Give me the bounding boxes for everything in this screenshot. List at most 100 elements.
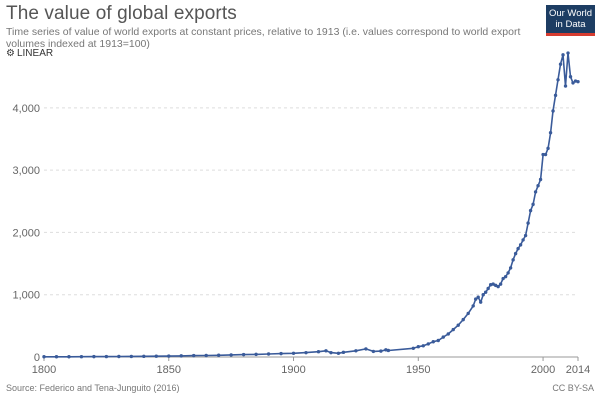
data-point[interactable]: [456, 323, 460, 327]
data-point[interactable]: [568, 74, 573, 79]
data-point[interactable]: [476, 295, 480, 299]
data-point[interactable]: [496, 284, 500, 289]
data-point[interactable]: [421, 344, 425, 348]
data-point[interactable]: [336, 351, 341, 355]
data-point[interactable]: [42, 355, 46, 359]
data-point[interactable]: [324, 349, 328, 353]
data-point[interactable]: [541, 152, 545, 157]
data-point[interactable]: [316, 350, 321, 354]
data-point[interactable]: [531, 202, 535, 207]
owid-logo[interactable]: Our World in Data: [546, 5, 595, 36]
logo-line-2: in Data: [555, 19, 586, 30]
data-point[interactable]: [501, 276, 505, 281]
data-point[interactable]: [471, 304, 475, 308]
data-point[interactable]: [441, 335, 445, 339]
data-point[interactable]: [483, 290, 488, 294]
data-point[interactable]: [416, 345, 420, 349]
scale-toggle-button[interactable]: ⚙ LINEAR: [6, 48, 53, 59]
data-point[interactable]: [523, 233, 528, 238]
data-point[interactable]: [279, 351, 283, 356]
data-point[interactable]: [54, 355, 59, 359]
data-point[interactable]: [528, 208, 533, 213]
x-tick-label: 2000: [531, 364, 555, 376]
x-tick-label: 2014: [566, 364, 590, 376]
data-point[interactable]: [79, 354, 84, 359]
data-point[interactable]: [371, 349, 376, 354]
data-point[interactable]: [576, 79, 580, 84]
data-point[interactable]: [473, 297, 478, 301]
data-point[interactable]: [154, 354, 158, 358]
data-point[interactable]: [192, 353, 196, 358]
data-point[interactable]: [461, 317, 465, 322]
grid-lines: [44, 107, 578, 358]
data-point[interactable]: [426, 342, 430, 346]
data-point[interactable]: [364, 347, 368, 351]
data-point[interactable]: [179, 354, 183, 358]
y-axis-ticks: 0 1,000 2,000 3,000 4,000: [12, 103, 40, 364]
data-point[interactable]: [466, 311, 470, 316]
data-point[interactable]: [386, 348, 391, 353]
data-point[interactable]: [558, 62, 563, 66]
data-point[interactable]: [563, 84, 568, 88]
data-point[interactable]: [291, 351, 296, 355]
data-point[interactable]: [304, 350, 308, 355]
data-point[interactable]: [566, 51, 570, 55]
data-point[interactable]: [104, 354, 109, 359]
data-point[interactable]: [506, 271, 510, 275]
data-point[interactable]: [67, 355, 71, 359]
data-point[interactable]: [411, 346, 416, 350]
data-point[interactable]: [546, 146, 550, 151]
data-point[interactable]: [553, 93, 558, 98]
data-point[interactable]: [521, 238, 525, 242]
data-point[interactable]: [167, 354, 171, 358]
data-point[interactable]: [503, 274, 508, 279]
license-note[interactable]: CC BY-SA: [552, 383, 594, 393]
data-point[interactable]: [379, 349, 383, 353]
data-point[interactable]: [511, 258, 515, 262]
x-axis-ticks: 1800 1850 1900 1950 2000 2014: [32, 357, 590, 376]
data-point[interactable]: [536, 183, 540, 188]
y-tick-label: 3,000: [12, 165, 40, 177]
data-point[interactable]: [571, 81, 575, 85]
series-layer: [42, 51, 580, 359]
data-point[interactable]: [431, 340, 435, 344]
data-point[interactable]: [508, 266, 513, 270]
data-point[interactable]: [486, 286, 490, 291]
data-point[interactable]: [538, 177, 543, 182]
data-point[interactable]: [254, 352, 258, 357]
data-point[interactable]: [204, 353, 208, 358]
data-point[interactable]: [516, 246, 520, 251]
data-point[interactable]: [451, 327, 455, 332]
y-tick-label: 4,000: [12, 103, 40, 115]
data-point[interactable]: [561, 53, 565, 57]
source-note[interactable]: Source: Federico and Tena-Junguito (2016…: [6, 383, 180, 393]
data-point[interactable]: [436, 338, 440, 343]
data-point[interactable]: [446, 332, 450, 336]
data-point[interactable]: [129, 354, 134, 359]
data-point[interactable]: [241, 352, 246, 357]
data-point[interactable]: [216, 353, 221, 357]
y-tick-label: 2,000: [12, 227, 40, 239]
data-point[interactable]: [556, 78, 560, 82]
data-point[interactable]: [354, 349, 358, 353]
data-point[interactable]: [518, 243, 523, 247]
data-point[interactable]: [329, 350, 333, 355]
data-point[interactable]: [117, 354, 121, 359]
data-point[interactable]: [266, 352, 271, 356]
data-point[interactable]: [92, 354, 96, 359]
data-point[interactable]: [548, 131, 553, 135]
data-point[interactable]: [478, 300, 483, 304]
data-point[interactable]: [341, 350, 346, 355]
data-point[interactable]: [481, 293, 485, 297]
data-point[interactable]: [551, 109, 555, 113]
data-point[interactable]: [533, 190, 538, 194]
data-point[interactable]: [526, 221, 530, 225]
data-point[interactable]: [498, 282, 503, 286]
data-point[interactable]: [543, 152, 548, 157]
data-point[interactable]: [513, 251, 518, 256]
y-tick-label: 1,000: [12, 290, 40, 302]
data-point[interactable]: [142, 354, 146, 359]
x-tick-label: 1900: [281, 364, 305, 376]
data-point[interactable]: [229, 353, 233, 357]
